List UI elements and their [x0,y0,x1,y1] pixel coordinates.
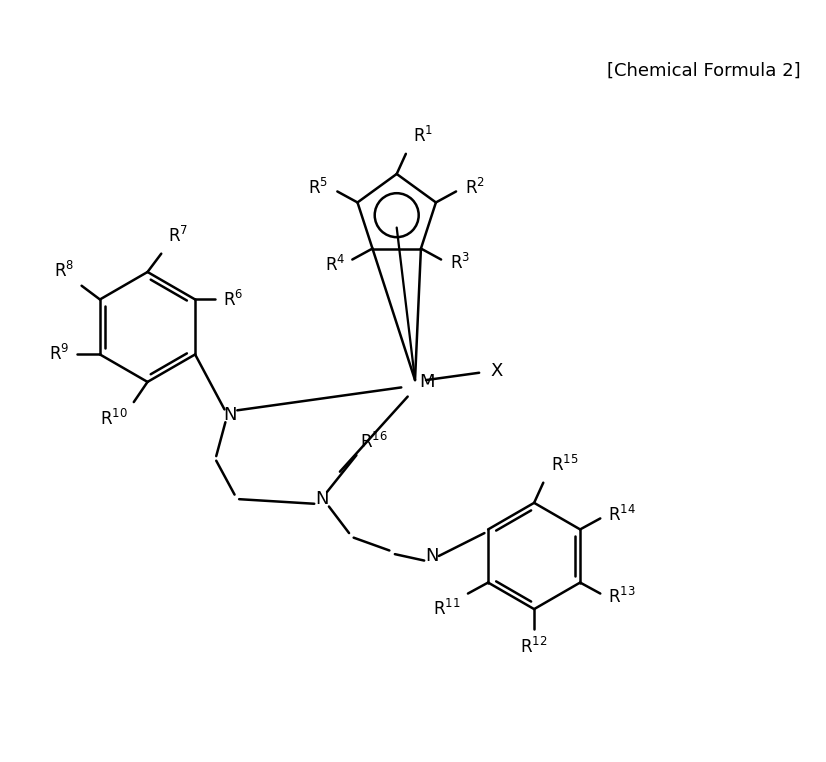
Text: R$^6$: R$^6$ [223,290,243,309]
Text: R$^8$: R$^8$ [54,261,74,281]
Text: N: N [223,406,237,424]
Text: X: X [490,362,502,380]
Text: R$^{14}$: R$^{14}$ [608,504,635,525]
Text: R$^3$: R$^3$ [450,253,471,274]
Text: R$^{13}$: R$^{13}$ [608,588,635,607]
Text: R$^{12}$: R$^{12}$ [520,636,548,657]
Text: R$^7$: R$^7$ [168,226,188,246]
Text: N: N [425,547,439,565]
Text: R$^1$: R$^1$ [413,126,434,146]
Text: R$^9$: R$^9$ [50,344,69,364]
Text: R$^{15}$: R$^{15}$ [551,455,578,475]
Text: R$^{16}$: R$^{16}$ [360,431,387,452]
Text: R$^{10}$: R$^{10}$ [100,409,127,430]
Text: R$^2$: R$^2$ [465,178,485,198]
Text: N: N [315,490,328,508]
Text: M: M [420,373,435,391]
Text: R$^5$: R$^5$ [308,178,328,198]
Text: [Chemical Formula 2]: [Chemical Formula 2] [607,61,801,79]
Text: R$^{11}$: R$^{11}$ [433,599,461,620]
Text: R$^4$: R$^4$ [325,255,345,275]
